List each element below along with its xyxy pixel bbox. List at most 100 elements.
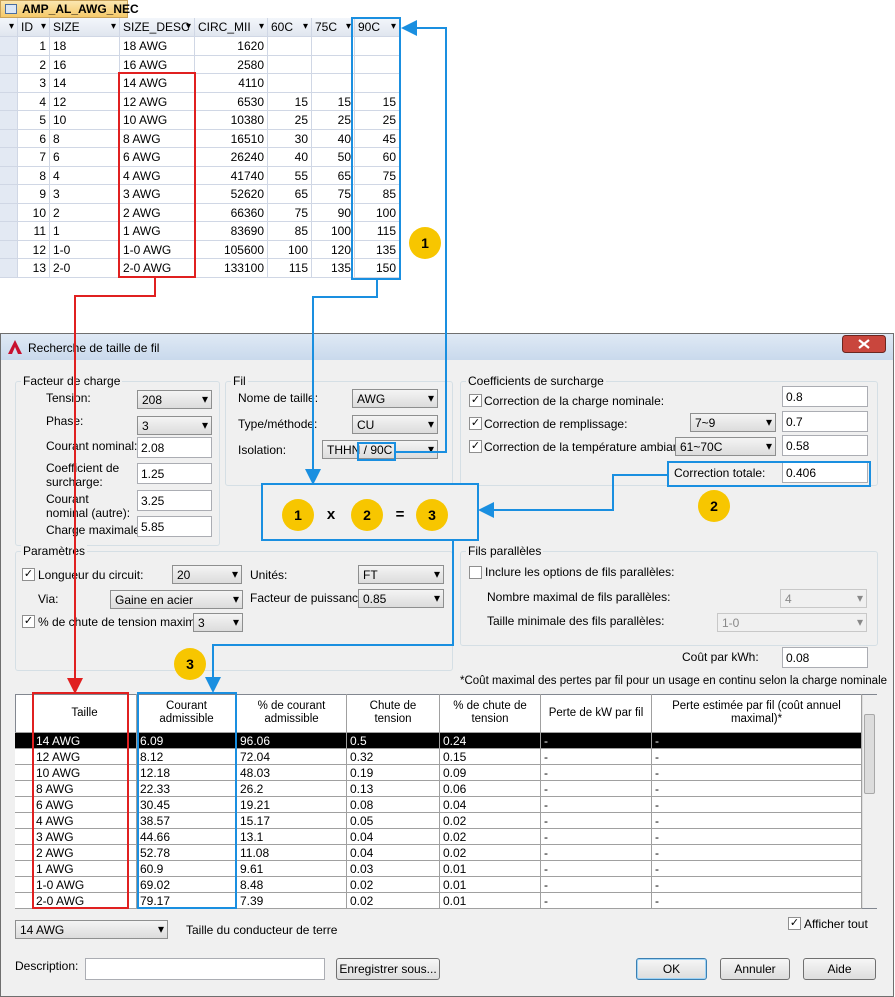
dropdown[interactable]: AWG (352, 389, 438, 408)
grid-cell[interactable]: - (652, 861, 862, 877)
grid-cell[interactable]: 48.03 (237, 765, 347, 781)
grid-cell[interactable]: - (541, 861, 652, 877)
grid-cell[interactable]: 26.2 (237, 781, 347, 797)
dropdown[interactable]: 208 (137, 390, 212, 409)
grid-cell[interactable]: 0.04 (347, 845, 440, 861)
grid-header[interactable]: Perte de kW par fil (541, 694, 652, 733)
text-input[interactable]: 0.8 (782, 386, 868, 407)
grid-cell[interactable]: 0.03 (347, 861, 440, 877)
grid-cell[interactable]: - (652, 877, 862, 893)
grid-header[interactable]: % de courant admissible (237, 694, 347, 733)
grid-cell[interactable]: - (652, 781, 862, 797)
grid-cell[interactable]: 0.09 (440, 765, 541, 781)
text-input[interactable]: 0.406 (782, 462, 868, 483)
row-selector[interactable] (0, 111, 18, 130)
grid-cell[interactable]: 0.02 (440, 813, 541, 829)
dropdown[interactable]: CU (352, 415, 438, 434)
grid-cell[interactable]: 8 AWG (33, 781, 137, 797)
grid-cell[interactable]: 0.13 (347, 781, 440, 797)
grid-cell[interactable]: 0.24 (440, 733, 541, 749)
grid-cell[interactable]: - (541, 733, 652, 749)
grid-cell[interactable]: - (541, 765, 652, 781)
grid-cell[interactable]: 0.02 (347, 893, 440, 909)
grid-cell[interactable]: 0.04 (347, 829, 440, 845)
checkbox[interactable] (469, 440, 482, 453)
grid-cell[interactable]: - (652, 765, 862, 781)
row-selector[interactable] (0, 259, 18, 278)
grid-cell[interactable]: 0.01 (440, 893, 541, 909)
grid-cell[interactable]: 2 AWG (33, 845, 137, 861)
row-selector[interactable] (0, 74, 18, 93)
checkbox[interactable] (22, 615, 35, 628)
grid-cell[interactable]: - (541, 829, 652, 845)
grid-cell[interactable]: 3 AWG (33, 829, 137, 845)
text-input[interactable] (85, 958, 325, 980)
row-selector[interactable] (0, 240, 18, 259)
grid-cell[interactable]: - (541, 845, 652, 861)
grid-cell[interactable]: 0.04 (440, 797, 541, 813)
grid-cell[interactable]: 8.48 (237, 877, 347, 893)
row-selector[interactable] (0, 185, 18, 204)
grid-cell[interactable]: - (652, 749, 862, 765)
row-selector[interactable] (0, 148, 18, 167)
grid-cell[interactable]: 0.19 (347, 765, 440, 781)
grid-cell[interactable]: - (541, 781, 652, 797)
close-button[interactable] (842, 335, 886, 353)
grid-header[interactable]: % de chute de tension (440, 694, 541, 733)
text-input[interactable]: 0.7 (782, 411, 868, 432)
grid-cell[interactable]: 4 AWG (33, 813, 137, 829)
grid-cell[interactable]: - (652, 813, 862, 829)
grid-cell[interactable]: 1-0 AWG (33, 877, 137, 893)
row-selector[interactable] (0, 129, 18, 148)
row-selector[interactable] (0, 55, 18, 74)
grid-cell[interactable]: 0.02 (440, 845, 541, 861)
row-selector[interactable] (0, 203, 18, 222)
button[interactable]: Annuler (720, 958, 790, 980)
grid-cell[interactable]: - (541, 813, 652, 829)
dropdown[interactable]: 14 AWG (15, 920, 168, 939)
row-selector[interactable] (0, 37, 18, 56)
button[interactable]: OK (636, 958, 707, 980)
text-input[interactable]: 0.08 (782, 647, 868, 668)
row-selector[interactable] (0, 222, 18, 241)
column-header[interactable]: SIZE (50, 18, 120, 37)
grid-cell[interactable]: 0.01 (440, 861, 541, 877)
scroll-thumb[interactable] (864, 714, 875, 794)
button[interactable]: Aide (803, 958, 876, 980)
text-input[interactable]: 5.85 (137, 516, 212, 537)
column-header[interactable]: CIRC_MII (195, 18, 268, 37)
grid-cell[interactable]: 0.32 (347, 749, 440, 765)
grid-cell[interactable]: 12 AWG (33, 749, 137, 765)
grid-cell[interactable]: 13.1 (237, 829, 347, 845)
grid-cell[interactable]: 0.02 (347, 877, 440, 893)
checkbox[interactable] (469, 417, 482, 430)
row-selector[interactable] (0, 92, 18, 111)
text-input[interactable]: 2.08 (137, 437, 212, 458)
grid-cell[interactable]: 72.04 (237, 749, 347, 765)
grid-cell[interactable]: 15.17 (237, 813, 347, 829)
column-header[interactable]: 60C (268, 18, 312, 37)
checkbox[interactable] (469, 394, 482, 407)
dropdown[interactable]: 7~9 (690, 413, 776, 432)
checkbox[interactable] (22, 568, 35, 581)
dropdown[interactable]: Gaine en acier (110, 590, 243, 609)
grid-header[interactable]: Taille (33, 694, 137, 733)
button[interactable]: Enregistrer sous... (336, 958, 440, 980)
grid-cell[interactable]: 1 AWG (33, 861, 137, 877)
grid-cell[interactable]: 9.61 (237, 861, 347, 877)
grid-cell[interactable]: 0.01 (440, 877, 541, 893)
grid-cell[interactable]: 0.02 (440, 829, 541, 845)
grid-cell[interactable]: 14 AWG (33, 733, 137, 749)
row-selector[interactable] (0, 166, 18, 185)
grid-cell[interactable]: 0.5 (347, 733, 440, 749)
grid-cell[interactable]: 19.21 (237, 797, 347, 813)
grid-cell[interactable]: 0.05 (347, 813, 440, 829)
grid-header[interactable]: Chute de tension (347, 694, 440, 733)
grid-cell[interactable]: 6 AWG (33, 797, 137, 813)
checkbox[interactable] (788, 917, 801, 930)
grid-header[interactable]: Perte estimée par fil (coût annuel maxim… (652, 694, 862, 733)
dropdown[interactable]: 0.85 (358, 589, 444, 608)
dropdown[interactable]: 61~70C (675, 437, 776, 456)
grid-cell[interactable]: - (541, 877, 652, 893)
grid-cell[interactable]: 11.08 (237, 845, 347, 861)
